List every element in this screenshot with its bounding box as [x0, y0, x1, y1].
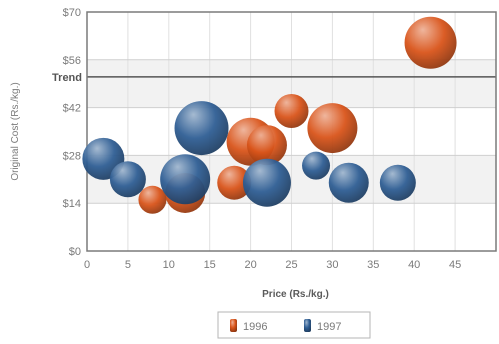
x-tick-label: 15 — [204, 259, 216, 271]
bubble-1997[interactable] — [242, 158, 291, 207]
bubble-1996[interactable] — [217, 165, 252, 200]
bubble-1996[interactable] — [274, 94, 309, 129]
x-tick-label: 20 — [244, 259, 256, 271]
bubble-1996[interactable] — [138, 185, 167, 214]
bubble-1997[interactable] — [328, 162, 369, 203]
y-tick-label: $14 — [63, 198, 81, 210]
x-tick-label: 40 — [408, 259, 420, 271]
bubble-1996[interactable] — [246, 125, 287, 166]
bubble-1996[interactable] — [307, 103, 358, 154]
legend-label[interactable]: 1996 — [243, 321, 267, 333]
bubble-1996[interactable] — [404, 16, 457, 69]
y-axis-title: Original Cost (Rs./kg.) — [10, 82, 21, 180]
x-tick-label: 45 — [449, 259, 461, 271]
legend-swatch — [304, 319, 311, 332]
legend-box — [217, 311, 371, 339]
legend: 1996 1997 — [217, 311, 371, 339]
x-tick-label: 25 — [285, 259, 297, 271]
x-tick-label: 0 — [84, 259, 90, 271]
bubble-1997[interactable] — [109, 161, 146, 198]
bubble-1997[interactable] — [174, 101, 229, 156]
y-tick-label: $70 — [63, 7, 81, 19]
bubbles — [82, 16, 457, 214]
plot-frame — [86, 11, 497, 252]
y-tick-label: $0 — [69, 246, 81, 258]
axes: $0 $14 $28 $42 $56 $70 0 5 10 15 20 25 30 35 40 45 Price… — [10, 7, 497, 300]
trend-line-group: Trend — [52, 72, 496, 84]
legend-swatch — [230, 319, 237, 332]
legend-label[interactable]: 1997 — [317, 321, 341, 333]
y-tick-label: $42 — [63, 103, 81, 115]
x-tick-label: 30 — [326, 259, 338, 271]
x-tick-label: 35 — [367, 259, 379, 271]
trend-line-label: Trend — [52, 72, 82, 84]
bubble-1997[interactable] — [379, 164, 416, 201]
bubble-1997[interactable] — [302, 151, 331, 180]
y-tick-label: $28 — [63, 150, 81, 162]
x-tick-label: 5 — [125, 259, 131, 271]
x-axis-title: Price (Rs./kg.) — [262, 289, 329, 300]
y-tick-label: $56 — [63, 55, 81, 67]
bubble-1997[interactable] — [160, 154, 211, 205]
x-tick-label: 10 — [163, 259, 175, 271]
